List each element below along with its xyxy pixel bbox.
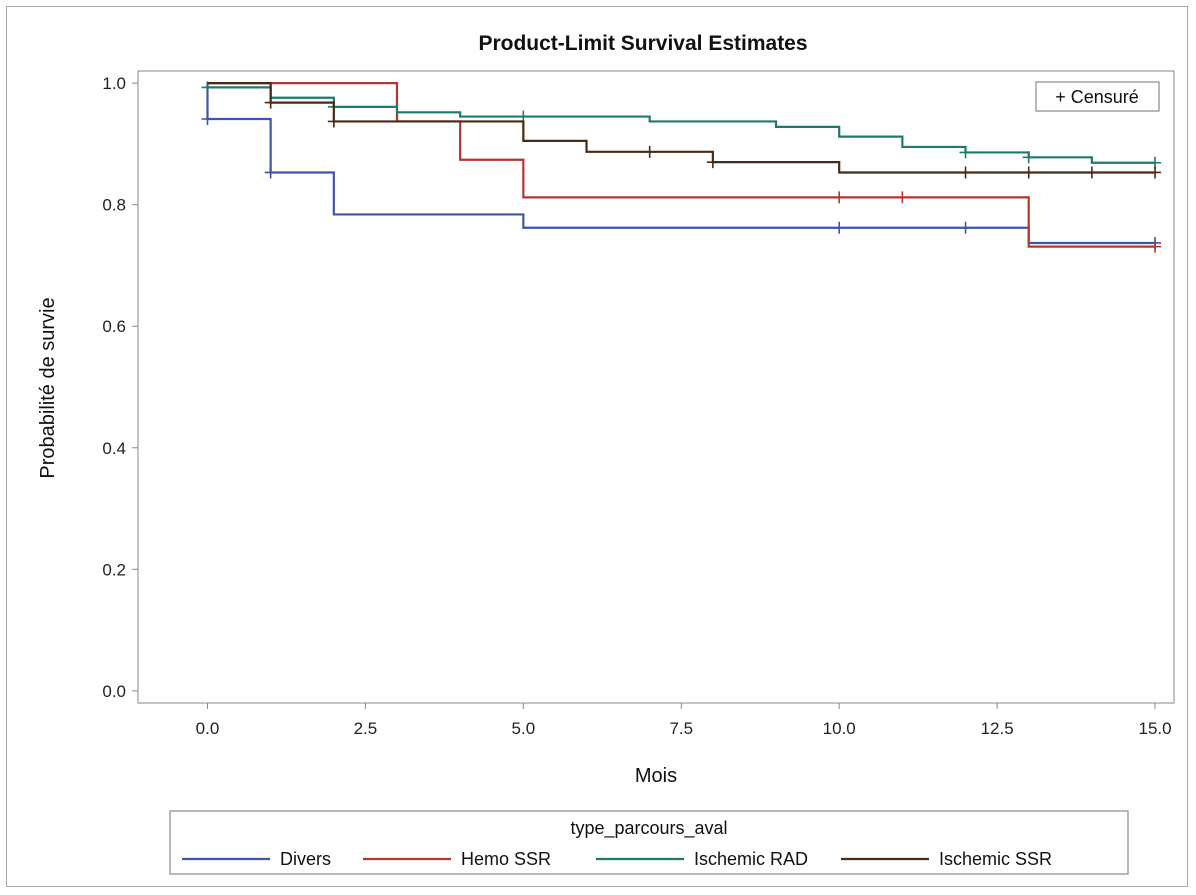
censor-mark-ischemic-rad xyxy=(1022,151,1035,164)
censor-mark-divers xyxy=(959,221,972,234)
censor-mark-ischemic-ssr xyxy=(1085,166,1098,179)
censor-mark-hemo-ssr xyxy=(896,191,909,204)
censor-mark-ischemic-ssr xyxy=(706,156,719,169)
censor-mark-ischemic-ssr xyxy=(264,96,277,109)
censor-mark-ischemic-ssr xyxy=(1022,166,1035,179)
x-tick-label: 15.0 xyxy=(1139,719,1172,738)
y-tick-label: 0.0 xyxy=(102,682,126,701)
x-tick-label: 0.0 xyxy=(196,719,220,738)
censor-mark-ischemic-ssr xyxy=(1149,166,1162,179)
censor-mark-ischemic-ssr xyxy=(959,166,972,179)
chart-title: Product-Limit Survival Estimates xyxy=(478,32,807,55)
censor-mark-divers xyxy=(264,166,277,179)
censored-legend: + Censuré xyxy=(1035,81,1160,112)
censored-legend-box xyxy=(1035,81,1160,112)
series-layer xyxy=(201,81,1162,253)
y-axis-title: Probabilité de survie xyxy=(37,297,59,478)
legend-items: Divers Hemo SSR Ischemic RAD Ischemic SSR xyxy=(182,849,1052,869)
x-tick-label: 12.5 xyxy=(981,719,1014,738)
series-line-ischemic-ssr xyxy=(207,82,1156,174)
x-tick-label: 7.5 xyxy=(669,719,693,738)
y-tick-label: 0.4 xyxy=(102,439,126,458)
censor-mark-divers xyxy=(201,113,214,126)
legend-label-ischemic-ssr: Ischemic SSR xyxy=(939,849,1052,869)
censor-mark-ischemic-ssr xyxy=(643,145,656,158)
series-line-hemo-ssr xyxy=(207,82,1156,248)
legend: type_parcours_aval Divers Hemo SSR Ischemi… xyxy=(169,810,1129,875)
y-axis: 0.0 0.2 0.4 0.6 0.8 1.0 xyxy=(102,74,138,701)
legend-label-hemo-ssr: Hemo SSR xyxy=(461,849,551,869)
plot-area xyxy=(137,70,1175,704)
legend-label-divers: Divers xyxy=(280,849,331,869)
y-tick-label: 0.2 xyxy=(102,560,126,579)
x-axis: 0.0 2.5 5.0 7.5 10.0 12.5 15.0 xyxy=(196,703,1172,738)
legend-label-ischemic-rad: Ischemic RAD xyxy=(694,849,808,869)
x-tick-label: 2.5 xyxy=(354,719,378,738)
censor-mark-hemo-ssr xyxy=(833,191,846,204)
y-tick-label: 0.6 xyxy=(102,317,126,336)
censored-legend-label: + Censuré xyxy=(1055,87,1139,107)
legend-title: type_parcours_aval xyxy=(570,818,727,839)
y-tick-label: 0.8 xyxy=(102,196,126,215)
legend-box xyxy=(169,810,1129,875)
censor-mark-ischemic-ssr xyxy=(327,115,340,128)
x-tick-label: 5.0 xyxy=(512,719,536,738)
censor-mark-hemo-ssr xyxy=(1149,240,1162,253)
y-tick-label: 1.0 xyxy=(102,74,126,93)
x-tick-label: 10.0 xyxy=(823,719,856,738)
censor-mark-divers xyxy=(833,221,846,234)
x-axis-title: Mois xyxy=(635,765,677,787)
censor-mark-ischemic-rad xyxy=(959,146,972,159)
